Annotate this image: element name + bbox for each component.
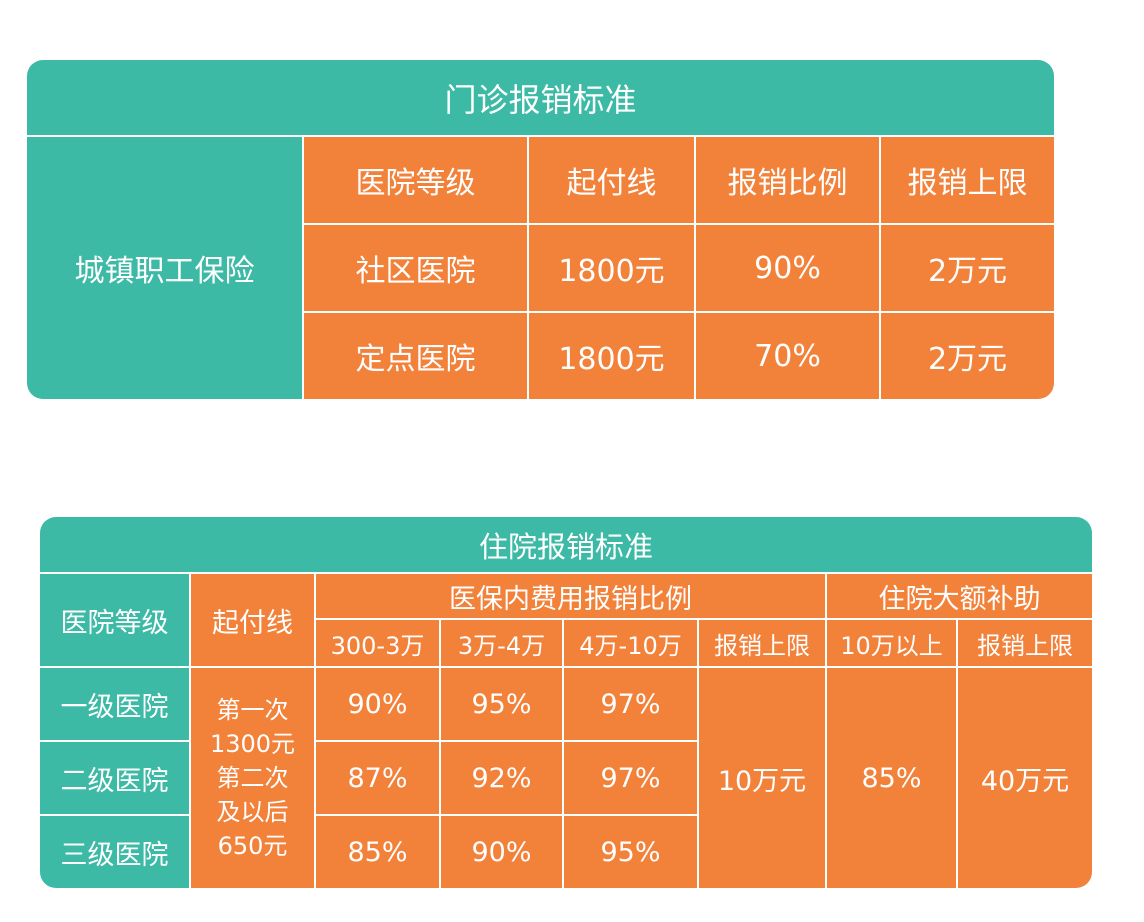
inpatient-table: 住院报销标准 医院等级 一级医院 二级医院 三级医院 起付线 第一次 1300元… [40,517,1092,888]
outpatient-row1-level: 社区医院 [304,225,527,311]
inpatient-subsidy-cap: 40万元 [958,668,1092,888]
outpatient-title: 门诊报销标准 [27,60,1054,135]
outpatient-header-ratio: 报销比例 [696,137,879,223]
deductible-line-3: 第二次 [216,764,289,792]
inpatient-header-deductible: 起付线 [191,574,314,666]
inpatient-level-3: 三级医院 [40,816,189,888]
outpatient-row1-ratio: 90% [696,225,879,311]
outpatient-row1-cap: 2万元 [881,225,1054,311]
inpatient-sub-subsidy-cap: 报销上限 [958,620,1092,666]
inpatient-header-level: 医院等级 [40,574,189,666]
inpatient-sub-range-1: 300-3万 [316,620,439,666]
inpatient-sub-cap: 报销上限 [699,620,825,666]
ratio-r3-c1: 85% [316,816,439,888]
inpatient-sub-range-3: 4万-10万 [564,620,697,666]
ratio-r2-c3: 97% [564,742,697,814]
ratio-r3-c2: 90% [441,816,562,888]
inpatient-level-2: 二级医院 [40,742,189,814]
inpatient-level-1: 一级医院 [40,668,189,740]
ratio-r2-c2: 92% [441,742,562,814]
inpatient-sub-range-2: 3万-4万 [441,620,562,666]
inpatient-sub-subsidy-range: 10万以上 [827,620,956,666]
outpatient-row1-deductible: 1800元 [529,225,694,311]
ratio-r1-c2: 95% [441,668,562,740]
inpatient-ratio-cap: 10万元 [699,668,825,888]
deductible-line-5: 650元 [217,832,288,860]
ratio-r2-c1: 87% [316,742,439,814]
outpatient-row2-ratio: 70% [696,313,879,399]
outpatient-row2-level: 定点医院 [304,313,527,399]
outpatient-header-cap: 报销上限 [881,137,1054,223]
inpatient-group-ratio: 医保内费用报销比例 [316,574,825,618]
ratio-r1-c1: 90% [316,668,439,740]
inpatient-title: 住院报销标准 [40,517,1092,572]
inpatient-subsidy-ratio: 85% [827,668,956,888]
outpatient-row2-cap: 2万元 [881,313,1054,399]
deductible-line-1: 第一次 [216,696,289,724]
inpatient-group-subsidy: 住院大额补助 [827,574,1092,618]
outpatient-header-deductible: 起付线 [529,137,694,223]
deductible-line-4: 及以后 [216,798,289,826]
ratio-r3-c3: 95% [564,816,697,888]
deductible-line-2: 1300元 [209,730,296,758]
outpatient-header-level: 医院等级 [304,137,527,223]
outpatient-row2-deductible: 1800元 [529,313,694,399]
ratio-r1-c3: 97% [564,668,697,740]
inpatient-deductible-detail: 第一次 1300元 第二次 及以后 650元 [191,668,314,888]
outpatient-group-label: 城镇职工保险 [27,137,302,399]
outpatient-table: 门诊报销标准 城镇职工保险 医院等级 起付线 报销比例 报销上限 社区医院 18… [27,60,1054,399]
